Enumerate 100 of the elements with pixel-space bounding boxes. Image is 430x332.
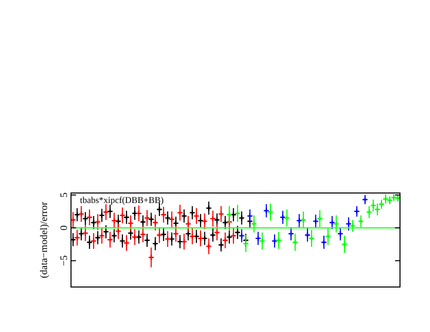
point: [98, 232, 105, 239]
point: [267, 208, 274, 216]
point: [140, 231, 146, 238]
point: [300, 216, 307, 224]
point: [197, 235, 204, 242]
point: [292, 239, 298, 246]
point: [78, 230, 84, 237]
point: [180, 238, 188, 245]
y-axis-title: (data−model)/error: [39, 201, 50, 278]
point: [123, 240, 130, 246]
point: [354, 208, 360, 215]
point: [172, 220, 180, 226]
point: [94, 218, 101, 226]
point: [250, 220, 258, 228]
point: [172, 230, 180, 237]
point: [136, 210, 142, 217]
point: [308, 235, 315, 242]
point: [222, 237, 228, 244]
point: [106, 208, 114, 215]
point: [176, 210, 184, 216]
point: [234, 229, 241, 236]
point: [328, 219, 336, 226]
point: [90, 238, 97, 244]
point: [168, 216, 175, 222]
point: [176, 238, 184, 245]
point: [152, 219, 158, 226]
point: [189, 233, 196, 240]
point: [156, 206, 163, 213]
point: [214, 216, 220, 224]
point: [193, 212, 200, 220]
point: [144, 237, 150, 244]
point: [90, 219, 97, 226]
point: [98, 212, 105, 218]
y-tick-label: 5: [59, 192, 70, 198]
point: [82, 215, 89, 222]
point: [230, 212, 237, 218]
point: [246, 218, 254, 224]
point: [160, 212, 167, 218]
point: [185, 230, 192, 237]
point: [74, 234, 80, 241]
y-tick-label: 0: [59, 225, 70, 230]
point: [324, 233, 332, 240]
point: [111, 217, 118, 224]
point: [148, 216, 154, 222]
point: [123, 214, 130, 220]
point: [366, 208, 372, 216]
point: [160, 231, 167, 238]
point: [246, 212, 254, 220]
point: [226, 218, 232, 226]
point: [202, 235, 208, 242]
point: [218, 242, 224, 248]
point: [316, 215, 323, 222]
point: [102, 228, 110, 235]
point: [226, 234, 232, 240]
point: [210, 215, 216, 222]
point: [304, 232, 311, 238]
point: [218, 210, 224, 218]
point: [238, 232, 245, 239]
point: [144, 214, 150, 222]
point: [106, 236, 114, 243]
point: [102, 208, 110, 216]
point: [148, 254, 154, 261]
point: [206, 204, 212, 212]
point: [296, 217, 302, 224]
point: [164, 236, 171, 242]
point: [168, 236, 175, 242]
point: [333, 220, 340, 228]
point: [202, 218, 208, 224]
point: [362, 196, 368, 203]
point: [185, 220, 192, 228]
point: [164, 214, 171, 222]
y-tick-label: −5: [59, 255, 70, 266]
point: [259, 238, 266, 244]
point: [136, 234, 142, 240]
point: [132, 234, 138, 240]
point: [263, 208, 270, 214]
point: [127, 230, 134, 236]
point: [127, 220, 134, 226]
point: [280, 214, 286, 220]
point: [152, 240, 158, 247]
point: [78, 210, 84, 218]
point: [132, 210, 138, 217]
point: [206, 243, 212, 250]
point: [276, 237, 282, 244]
point: [180, 212, 188, 220]
point: [111, 232, 118, 239]
point: [390, 194, 397, 201]
point: [119, 212, 126, 218]
point: [74, 212, 80, 218]
point: [156, 232, 163, 238]
point: [140, 218, 146, 226]
point: [358, 218, 364, 224]
point: [119, 238, 126, 244]
point: [284, 214, 290, 222]
point: [238, 214, 245, 222]
point: [242, 240, 249, 247]
chart-title: tbabs*xipcf(DBB+BB): [80, 195, 164, 205]
point: [189, 210, 196, 216]
point: [214, 229, 220, 236]
point: [320, 239, 328, 246]
